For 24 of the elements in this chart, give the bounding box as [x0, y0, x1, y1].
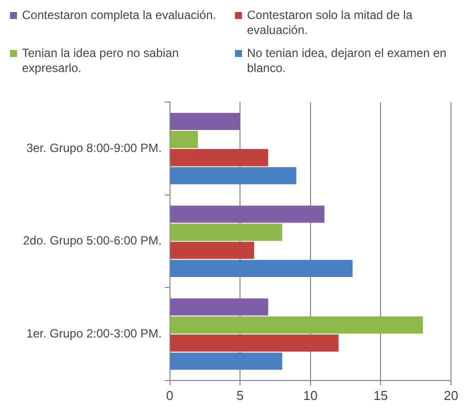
x-tick-label: 10 [303, 388, 318, 403]
bar [170, 334, 338, 352]
x-tick-label: 20 [444, 388, 458, 403]
y-tick-label: 2do. Grupo 5:00-6:00 PM. [23, 234, 162, 248]
bar [170, 298, 268, 316]
bar [170, 242, 254, 259]
legend-label: No tenian idea, dejaron el examen en blanco. [247, 46, 448, 76]
bar [170, 112, 240, 130]
bar [170, 167, 296, 184]
bar [170, 130, 198, 148]
y-tick-label: 1er. Grupo 2:00-3:00 PM. [26, 326, 162, 340]
bar [170, 206, 324, 223]
x-tick-label: 15 [373, 388, 388, 403]
bar [170, 352, 282, 370]
bar [170, 149, 268, 166]
bar [170, 260, 353, 278]
legend-label: Tenian la idea pero no sabian expresarlo. [22, 46, 180, 76]
bar [170, 316, 423, 334]
legend-label: Contestaron solo la mitad de la evaluación. [247, 8, 414, 38]
y-tick-label: 3er. Grupo 8:00-9:00 PM. [26, 140, 162, 155]
bar [170, 224, 282, 241]
x-tick-label: 0 [166, 388, 174, 403]
x-tick-label: 5 [236, 388, 244, 403]
legend-label: Contestaron completa la evaluación. [22, 8, 216, 23]
